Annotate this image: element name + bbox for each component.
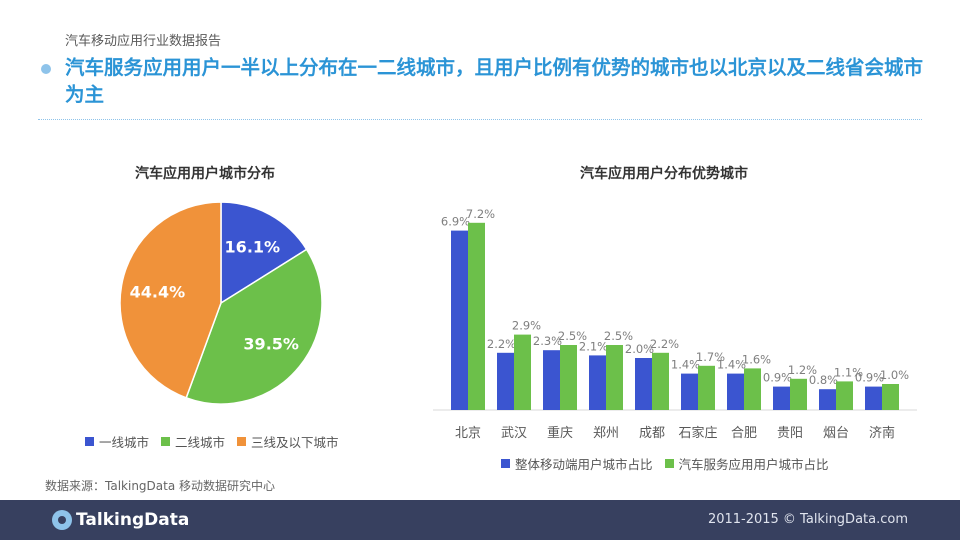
legend-label: 整体移动端用户城市占比	[515, 457, 653, 472]
bar-value-label: 6.9%	[441, 215, 470, 229]
talkingdata-logo: TalkingData	[52, 510, 189, 530]
legend-swatch	[664, 459, 674, 468]
bar-value-label: 2.1%	[579, 339, 608, 353]
bar-chart-title: 汽车应用用户分布优势城市	[580, 166, 748, 182]
bar	[681, 373, 698, 410]
copyright-text: 2011-2015 © TalkingData.com	[707, 512, 908, 527]
pie-chart: 16.1% 39.5% 44.4%	[119, 201, 323, 405]
bar	[698, 365, 715, 410]
bar-legend: 整体移动端用户城市占比 汽车服务应用用户城市占比	[501, 454, 841, 473]
x-tick-label: 北京	[455, 426, 481, 441]
bar	[865, 386, 882, 410]
bar-value-label: 1.0%	[880, 368, 909, 382]
bar-value-label: 2.0%	[625, 342, 654, 356]
pie-slice-label: 16.1%	[225, 237, 281, 256]
bar	[543, 350, 560, 410]
pie-chart-title: 汽车应用用户城市分布	[135, 166, 275, 182]
x-tick-label: 烟台	[823, 426, 849, 441]
dotted-divider	[38, 119, 922, 120]
bar	[514, 334, 531, 410]
pie-legend-item: 三线及以下城市	[237, 432, 339, 451]
x-tick-label: 重庆	[547, 425, 573, 441]
bar-value-label: 2.5%	[558, 329, 587, 343]
report-label: 汽车移动应用行业数据报告	[65, 34, 222, 49]
pie-legend-item: 二线城市	[161, 432, 225, 451]
bar	[635, 358, 652, 410]
bar-value-label: 2.3%	[533, 334, 562, 348]
bar	[773, 386, 790, 410]
bar-value-label: 1.4%	[671, 358, 700, 372]
x-tick-label: 武汉	[501, 426, 527, 441]
x-tick-label: 成都	[639, 426, 665, 441]
pie-slice	[119, 201, 222, 399]
bar	[882, 384, 899, 410]
pie-slice-label: 44.4%	[130, 283, 186, 302]
bar	[589, 355, 606, 410]
bar-value-label: 1.2%	[788, 363, 817, 377]
x-tick-label: 合肥	[731, 426, 757, 441]
pie-slice	[185, 248, 323, 405]
x-tick-label: 石家庄	[678, 425, 717, 441]
x-tick-label: 济南	[869, 425, 895, 441]
headline-bullet	[41, 64, 51, 74]
data-source-note: 数据来源：TalkingData 移动数据研究中心	[45, 479, 276, 493]
bar-value-label: 7.2%	[466, 207, 495, 221]
bar	[819, 389, 836, 410]
pie-slice	[220, 201, 308, 305]
bar-value-label: 0.9%	[855, 371, 884, 385]
bar	[560, 345, 577, 410]
legend-swatch	[161, 437, 171, 446]
page-headline: 汽车服务应用用户一半以上分布在一二线城市，且用户比例有优势的城市也以北京以及二线…	[65, 56, 924, 106]
bar	[744, 368, 761, 410]
legend-label: 二线城市	[175, 435, 226, 450]
logo-text: TalkingData	[76, 510, 190, 530]
pie-legend-item: 一线城市	[85, 432, 149, 451]
pie-legend: 一线城市 二线城市 三线及以下城市	[85, 432, 351, 451]
legend-swatch	[85, 437, 94, 446]
x-tick-label: 贵阳	[777, 426, 803, 441]
bar	[652, 352, 669, 410]
bar	[836, 381, 853, 410]
bar-value-label: 0.9%	[763, 371, 792, 385]
bar	[468, 222, 485, 410]
bar-legend-item: 整体移动端用户城市占比	[501, 454, 653, 473]
logo-mark-icon	[52, 510, 72, 530]
bar	[497, 352, 514, 410]
bar-value-label: 1.1%	[834, 365, 863, 379]
bar-value-label: 2.2%	[650, 337, 679, 351]
pie-slice-label: 39.5%	[243, 335, 299, 354]
bar-chart: 6.9%7.2%北京2.2%2.9%武汉2.3%2.5%重庆2.1%2.5%郑州…	[433, 207, 917, 441]
bar-value-label: 2.5%	[604, 329, 633, 343]
bar-value-label: 1.4%	[717, 358, 746, 372]
legend-swatch	[237, 437, 247, 446]
bar	[451, 230, 468, 410]
legend-label: 一线城市	[99, 435, 150, 450]
bar	[790, 378, 807, 410]
x-tick-label: 郑州	[593, 426, 619, 441]
bar-value-label: 0.8%	[809, 373, 838, 387]
legend-label: 三线及以下城市	[251, 435, 339, 450]
legend-swatch	[501, 459, 510, 468]
bar	[727, 373, 744, 410]
bar-legend-item: 汽车服务应用用户城市占比	[664, 454, 829, 473]
bar-value-label: 1.7%	[696, 350, 725, 364]
bar	[606, 345, 623, 410]
bar-value-label: 2.9%	[512, 319, 541, 333]
bar-value-label: 1.6%	[742, 352, 771, 366]
bar-value-label: 2.2%	[487, 337, 516, 351]
legend-label: 汽车服务应用用户城市占比	[678, 457, 829, 472]
footer-bar: TalkingData 2011-2015 © TalkingData.com	[0, 500, 960, 540]
